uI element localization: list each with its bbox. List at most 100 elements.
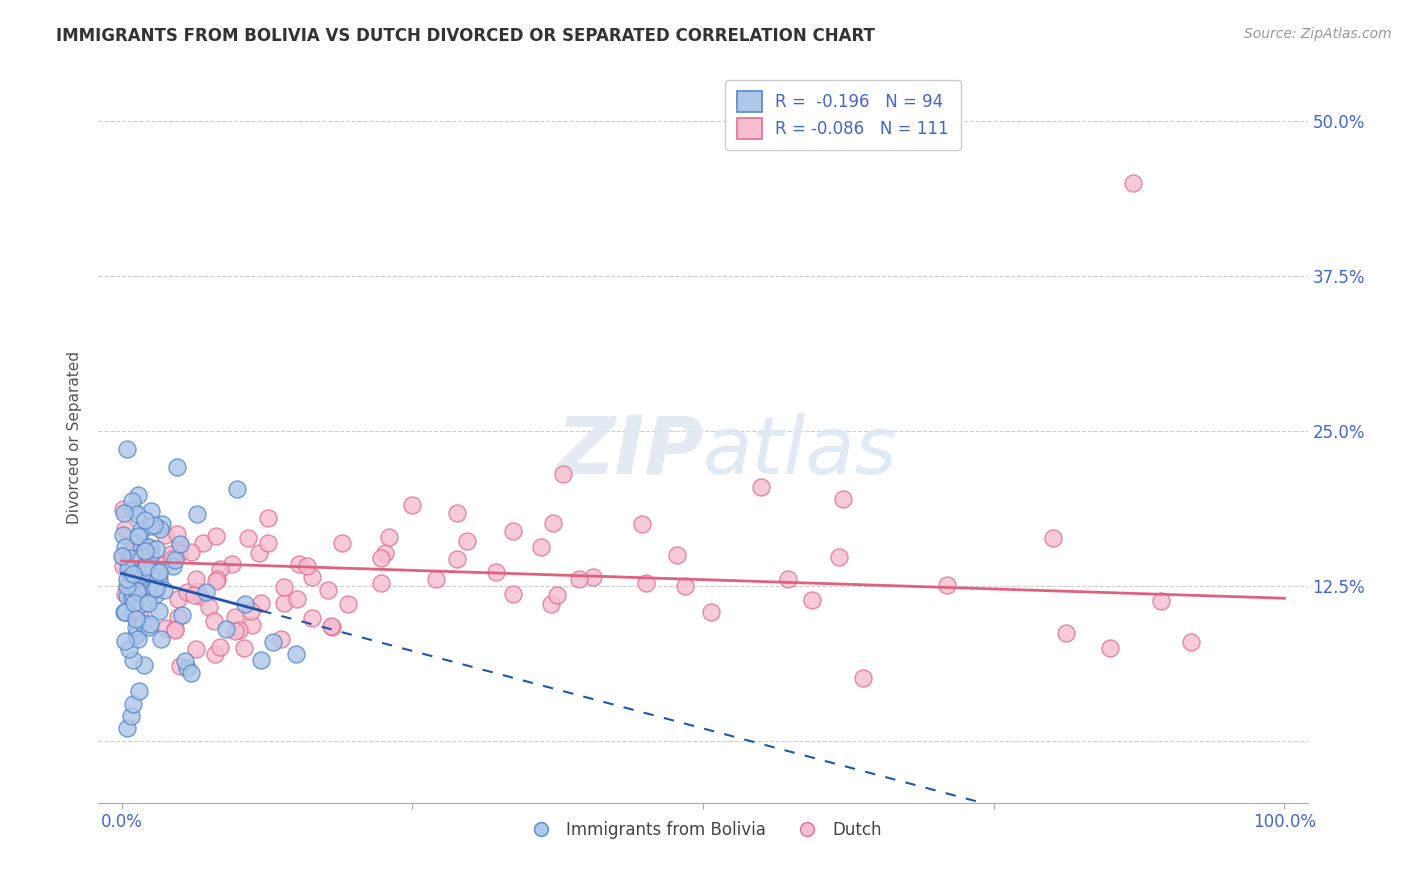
Point [186,584,208,599]
Point [128,529,150,543]
Point [111,549,134,563]
Point [143,582,166,596]
Legend: Immigrants from Bolivia, Dutch: Immigrants from Bolivia, Dutch [517,814,889,846]
Point [132,545,155,559]
Point [198,599,221,614]
Point [1122,176,1144,190]
Point [582,570,605,584]
Point [776,572,799,586]
Point [115,547,138,561]
Point [370,551,392,566]
Point [374,546,396,560]
Point [165,553,187,567]
Point [117,589,139,603]
Point [190,589,212,603]
Point [287,591,309,606]
Point [112,501,135,516]
Point [142,517,165,532]
Point [131,560,153,574]
Point [502,524,524,539]
Point [228,623,250,637]
Text: Source: ZipAtlas.com: Source: ZipAtlas.com [1244,27,1392,41]
Point [138,571,160,585]
Point [134,558,156,573]
Point [236,532,259,546]
Point [162,558,184,573]
Point [209,640,232,654]
Point [120,547,142,561]
Point [138,558,160,573]
Point [262,634,284,648]
Point [114,587,136,601]
Point [127,587,149,601]
Point [127,550,149,565]
Point [224,624,246,639]
Point [148,565,170,579]
Point [132,615,155,630]
Point [127,632,149,647]
Point [121,494,143,508]
Point [186,572,208,586]
Point [111,549,134,563]
Point [114,605,136,619]
Point [301,570,323,584]
Point [114,634,136,648]
Point [208,561,231,575]
Point [204,528,226,542]
Point [456,534,478,549]
Point [118,642,141,657]
Point [131,566,153,581]
Point [138,540,160,554]
Point [131,541,153,555]
Point [136,558,159,573]
Point [502,587,524,601]
Point [129,523,152,537]
Point [122,653,145,667]
Point [194,584,217,599]
Point [155,621,177,635]
Point [148,569,170,583]
Point [149,632,172,646]
Point [169,659,191,673]
Point [233,641,256,656]
Point [121,544,143,558]
Point [112,528,135,542]
Point [134,543,156,558]
Point [749,480,772,494]
Point [134,540,156,554]
Y-axis label: Divorced or Separated: Divorced or Separated [67,351,83,524]
Point [139,567,162,582]
Point [636,576,658,591]
Point [553,467,575,482]
Point [270,632,292,646]
Point [249,597,271,611]
Point [273,596,295,610]
Point [301,611,323,625]
Point [631,516,654,531]
Point [139,549,162,563]
Point [165,623,187,637]
Point [173,654,195,668]
Point [180,665,202,680]
Point [205,573,228,587]
Point [121,607,143,622]
Point [673,579,696,593]
Point [543,516,565,530]
Point [540,597,562,611]
Point [132,545,155,559]
Point [166,527,188,541]
Point [425,572,447,586]
Text: ZIP: ZIP [555,413,703,491]
Point [111,558,134,573]
Point [485,566,508,580]
Point [233,597,256,611]
Point [152,582,174,597]
Point [800,592,823,607]
Point [183,588,205,602]
Point [143,588,166,602]
Point [1180,634,1202,648]
Point [121,591,143,606]
Point [118,551,141,566]
Point [828,549,851,564]
Point [125,620,148,634]
